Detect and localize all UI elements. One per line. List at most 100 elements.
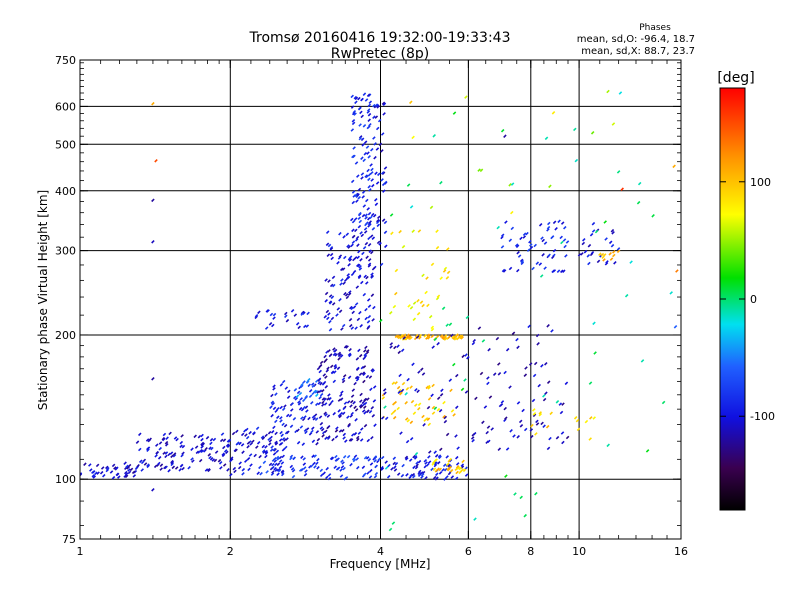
data-point — [443, 334, 447, 338]
data-point — [405, 387, 410, 391]
data-point — [481, 420, 485, 425]
data-point — [345, 295, 350, 300]
data-point — [380, 149, 384, 153]
data-point — [389, 342, 394, 346]
data-point — [302, 398, 306, 403]
data-point — [325, 369, 330, 373]
data-point — [354, 302, 359, 306]
data-point — [396, 472, 401, 476]
data-point — [357, 263, 361, 268]
data-point — [454, 434, 458, 438]
data-point — [500, 128, 505, 133]
data-point — [326, 253, 331, 257]
data-point — [459, 334, 464, 339]
data-point — [290, 402, 294, 406]
data-point — [315, 430, 320, 434]
data-point — [445, 455, 449, 459]
data-point — [401, 381, 406, 386]
data-point — [271, 462, 275, 467]
data-point — [372, 103, 376, 108]
data-point — [673, 325, 678, 329]
data-point — [340, 390, 344, 395]
data-point — [503, 370, 507, 375]
data-point — [246, 457, 251, 461]
data-point — [278, 438, 283, 442]
data-point — [555, 400, 560, 404]
data-point — [354, 100, 358, 105]
data-point — [550, 235, 554, 240]
data-point — [535, 261, 540, 265]
data-point — [273, 457, 277, 461]
data-point — [362, 246, 367, 250]
data-point — [363, 423, 368, 428]
data-point — [384, 460, 388, 464]
data-point — [352, 269, 357, 274]
data-point — [388, 527, 393, 532]
data-point — [350, 306, 354, 311]
data-point — [289, 454, 294, 459]
data-point — [348, 438, 353, 442]
x-tick-label: 4 — [377, 545, 384, 558]
data-point — [223, 449, 228, 453]
data-point — [264, 326, 269, 330]
data-point — [326, 436, 331, 440]
data-point — [143, 462, 148, 466]
data-point — [231, 431, 236, 436]
data-point — [355, 285, 360, 289]
data-point — [423, 333, 427, 338]
data-point — [325, 309, 330, 314]
data-point — [354, 326, 358, 330]
data-point — [308, 465, 312, 469]
data-point — [168, 431, 172, 436]
data-point — [259, 471, 263, 476]
data-point — [346, 273, 350, 277]
data-point — [418, 336, 422, 340]
data-point — [374, 115, 379, 119]
data-point — [449, 388, 453, 393]
data-point — [508, 266, 513, 271]
data-point — [88, 463, 92, 467]
data-point — [328, 320, 332, 324]
data-point — [151, 101, 155, 106]
data-point — [497, 362, 501, 366]
data-point — [354, 418, 358, 422]
data-point — [289, 464, 294, 469]
data-point — [562, 238, 567, 242]
data-point — [326, 316, 330, 321]
data-point — [374, 171, 378, 176]
data-point — [371, 414, 376, 418]
data-point — [448, 378, 453, 382]
data-point — [519, 495, 523, 500]
data-point — [154, 159, 158, 163]
data-point — [279, 405, 283, 410]
data-point — [221, 453, 226, 458]
data-point — [331, 302, 336, 306]
data-point — [556, 269, 561, 273]
data-point — [354, 238, 359, 242]
data-point — [370, 178, 374, 182]
data-point — [328, 300, 333, 304]
data-point — [398, 229, 402, 234]
data-point — [358, 403, 363, 408]
data-point — [204, 468, 209, 472]
data-point — [439, 393, 444, 397]
data-point — [167, 468, 171, 473]
data-point — [519, 258, 524, 263]
data-point — [351, 154, 355, 159]
data-point — [421, 303, 425, 308]
data-point — [551, 255, 555, 260]
data-point — [319, 421, 324, 426]
data-point — [318, 369, 322, 374]
data-point — [546, 380, 551, 384]
data-point — [445, 276, 450, 280]
data-point — [360, 97, 364, 102]
data-point — [164, 454, 168, 459]
data-point — [432, 475, 437, 480]
data-point — [424, 461, 428, 465]
data-point — [261, 449, 266, 453]
data-point — [592, 321, 596, 326]
data-point — [351, 433, 355, 437]
data-point — [445, 432, 450, 437]
data-point — [361, 371, 366, 375]
data-point — [522, 232, 527, 236]
